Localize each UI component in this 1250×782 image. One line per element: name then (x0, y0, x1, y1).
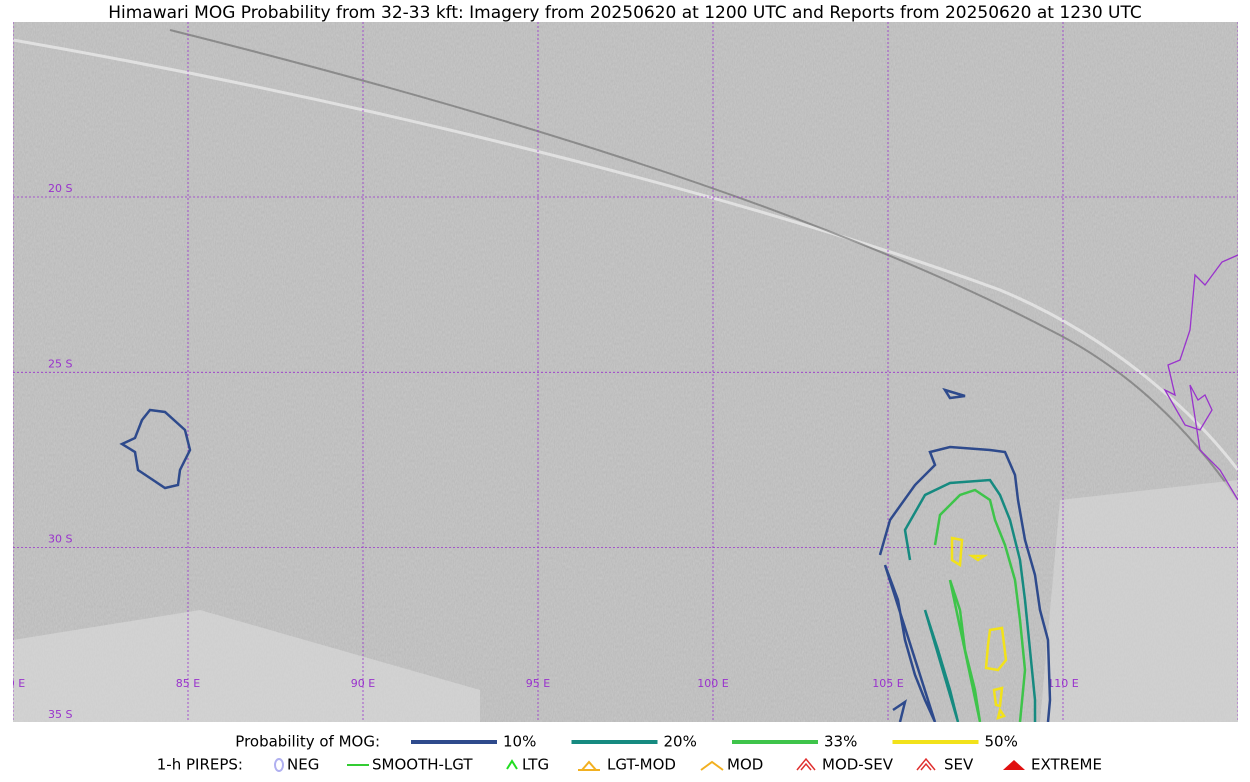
cloud-streak (169, 29, 1238, 501)
contour (119, 408, 192, 490)
coastline (1163, 254, 1238, 501)
longitude-label: 95 E (526, 677, 550, 690)
title: Himawari MOG Probability from 32-33 kft:… (108, 3, 1142, 23)
legend-label: 33% (824, 733, 857, 751)
legend-label: MOD (727, 756, 763, 774)
legend-label: LTG (522, 756, 549, 774)
longitude-label: 85 E (176, 677, 200, 690)
contour (878, 445, 1052, 722)
mog-contours (119, 387, 1052, 722)
pirep-icon (1003, 760, 1025, 770)
latitude-label: 30 S (48, 533, 72, 546)
longitude-label: 90 E (351, 677, 375, 690)
contour (950, 536, 1008, 720)
contour (903, 478, 1037, 722)
latitude-label: 20 S (48, 182, 72, 195)
legend-label: 50% (985, 733, 1018, 751)
legend-label: NEG (287, 756, 319, 774)
longitude-label: 110 E (1047, 677, 1078, 690)
cloud-streak (13, 38, 1238, 471)
legend-label: SEV (944, 756, 974, 774)
legend-title: Probability of MOG: (235, 733, 380, 751)
latitude-label: 35 S (48, 708, 72, 721)
legend-label: SMOOTH-LGT (372, 756, 473, 774)
legend-label: 20% (664, 733, 697, 751)
legend-label: MOD-SEV (822, 756, 894, 774)
map: 80 E 85 E 90 E 95 E 100 E 105 E 110 E 20 S 25 S 3… (1, 22, 1238, 722)
pirep-icon (796, 757, 816, 771)
legend-label: EXTREME (1031, 756, 1102, 774)
latitude-label: 25 S (48, 357, 72, 370)
cloud-field (1040, 480, 1238, 722)
contour (942, 387, 966, 400)
longitude-label: 80 E (1, 677, 25, 690)
legend: Probability of MOG: 10% 20% 33% 50% 1-h PIREP… (157, 733, 1102, 774)
pirep-icon (916, 757, 936, 771)
graticule: 80 E 85 E 90 E 95 E 100 E 105 E 110 E 20 S 25 S 3… (1, 22, 1238, 722)
legend-title: 1-h PIREPS: (157, 756, 243, 774)
pirep-icon (578, 760, 600, 771)
longitude-label: 105 E (872, 677, 903, 690)
pirep-icon (506, 759, 518, 770)
legend-label: 10% (503, 733, 536, 751)
longitude-label: 100 E (697, 677, 728, 690)
legend-label: LGT-MOD (607, 756, 676, 774)
pirep-icon (274, 758, 284, 772)
contour (933, 488, 1027, 722)
pirep-icon (700, 760, 724, 771)
